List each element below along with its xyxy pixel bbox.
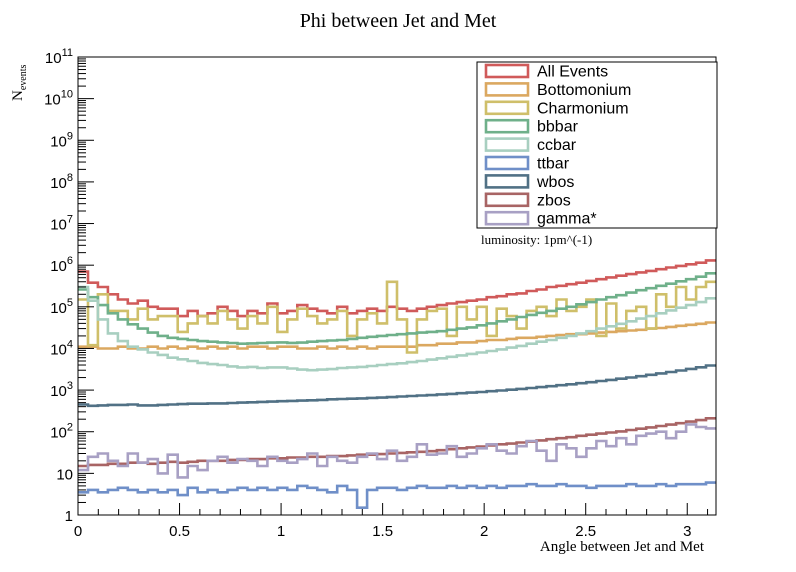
plot-frame bbox=[77, 56, 717, 516]
y-tick-label: 107 bbox=[50, 214, 73, 234]
luminosity-annotation: luminosity: 1pm^(-1) bbox=[481, 232, 592, 247]
legend-entry-label: ccbar bbox=[537, 137, 577, 154]
y-tick-base: 10 bbox=[50, 425, 67, 442]
series-line-1 bbox=[78, 321, 716, 350]
legend-swatch bbox=[484, 63, 530, 79]
legend-box bbox=[476, 61, 718, 229]
y-tick-base: 10 bbox=[50, 383, 67, 400]
legend-entry-label: Bottomonium bbox=[537, 82, 631, 99]
y-tick-label: 1010 bbox=[44, 89, 73, 109]
y-tick-base: 10 bbox=[50, 300, 67, 317]
legend-entry-label: bbbar bbox=[537, 119, 579, 136]
y-tick-exponent: 6 bbox=[67, 255, 73, 267]
legend-swatch bbox=[484, 192, 530, 208]
y-tick-exponent: 7 bbox=[67, 214, 73, 226]
legend-swatch bbox=[484, 100, 530, 116]
legend-entry-label: Charmonium bbox=[537, 100, 629, 117]
legend-swatch bbox=[484, 82, 530, 97]
legend-entry-label: wbos bbox=[536, 174, 574, 191]
x-tick-label: 3 bbox=[683, 523, 691, 540]
legend-swatch bbox=[484, 174, 530, 189]
x-tick-label: 2.5 bbox=[575, 523, 596, 540]
y-tick-label: 1 bbox=[65, 508, 73, 525]
legend-swatch bbox=[484, 210, 530, 226]
y-tick-label: 104 bbox=[50, 338, 73, 358]
x-axis: 0 0.5 1 1.5 2 2.5 3 bbox=[74, 503, 709, 540]
series-line-3 bbox=[78, 272, 716, 345]
y-tick-base: 10 bbox=[50, 341, 67, 358]
series-line-6 bbox=[78, 364, 716, 408]
y-tick-base: 10 bbox=[50, 133, 67, 150]
y-tick-label: 108 bbox=[50, 172, 73, 192]
legend-entry-label: zbos bbox=[537, 192, 571, 209]
svg-text:Nevents: Nevents bbox=[10, 65, 29, 101]
chart-title: Phi between Jet and Met bbox=[300, 10, 497, 32]
y-tick-base: 10 bbox=[44, 92, 61, 109]
y-tick-base: 10 bbox=[50, 175, 67, 192]
legend-swatch bbox=[484, 137, 530, 152]
y-tick-base: 10 bbox=[50, 217, 67, 234]
y-tick-label: 1011 bbox=[45, 47, 73, 67]
y-axis-label-sub: events bbox=[18, 65, 29, 91]
y-tick-base: 10 bbox=[45, 50, 62, 67]
series-line-4 bbox=[78, 285, 716, 372]
legend-entry-label: All Events bbox=[537, 64, 608, 81]
legend-swatch bbox=[484, 155, 530, 171]
legend-entry-label: ttbar bbox=[537, 156, 570, 173]
y-tick-exponent: 3 bbox=[67, 380, 73, 392]
series-line-5 bbox=[78, 481, 716, 509]
y-axis-label-main: N bbox=[10, 90, 26, 101]
x-tick-label: 1 bbox=[277, 523, 285, 540]
y-tick-label: 109 bbox=[50, 130, 73, 150]
y-tick-exponent: 2 bbox=[67, 422, 73, 434]
y-tick-exponent: 8 bbox=[67, 172, 73, 184]
x-tick-label: 2 bbox=[480, 523, 488, 540]
series-line-8 bbox=[78, 423, 716, 479]
series-line-2 bbox=[78, 280, 716, 354]
y-tick-base: 10 bbox=[50, 258, 67, 275]
x-axis-label: Angle between Jet and Met bbox=[540, 539, 705, 555]
y-tick-label: 105 bbox=[50, 297, 73, 317]
y-tick-label: 103 bbox=[50, 380, 73, 400]
y-tick-exponent: 11 bbox=[62, 47, 73, 59]
x-tick-label: 1.5 bbox=[372, 523, 393, 540]
plot-series-group bbox=[78, 259, 716, 509]
y-axis-label: Nevents bbox=[10, 65, 29, 101]
y-tick-label: 10 bbox=[56, 466, 73, 483]
y-tick-exponent: 5 bbox=[67, 297, 73, 309]
y-tick-exponent: 9 bbox=[67, 130, 73, 142]
legend-entry-label: gamma* bbox=[537, 211, 597, 228]
legend-swatch bbox=[484, 118, 530, 134]
y-tick-label: 102 bbox=[50, 422, 73, 442]
x-tick-label: 0.5 bbox=[169, 523, 190, 540]
y-tick-exponent: 10 bbox=[61, 89, 73, 101]
y-tick-exponent: 4 bbox=[67, 338, 73, 350]
x-tick-label: 0 bbox=[74, 523, 82, 540]
y-tick-label: 106 bbox=[50, 255, 73, 275]
